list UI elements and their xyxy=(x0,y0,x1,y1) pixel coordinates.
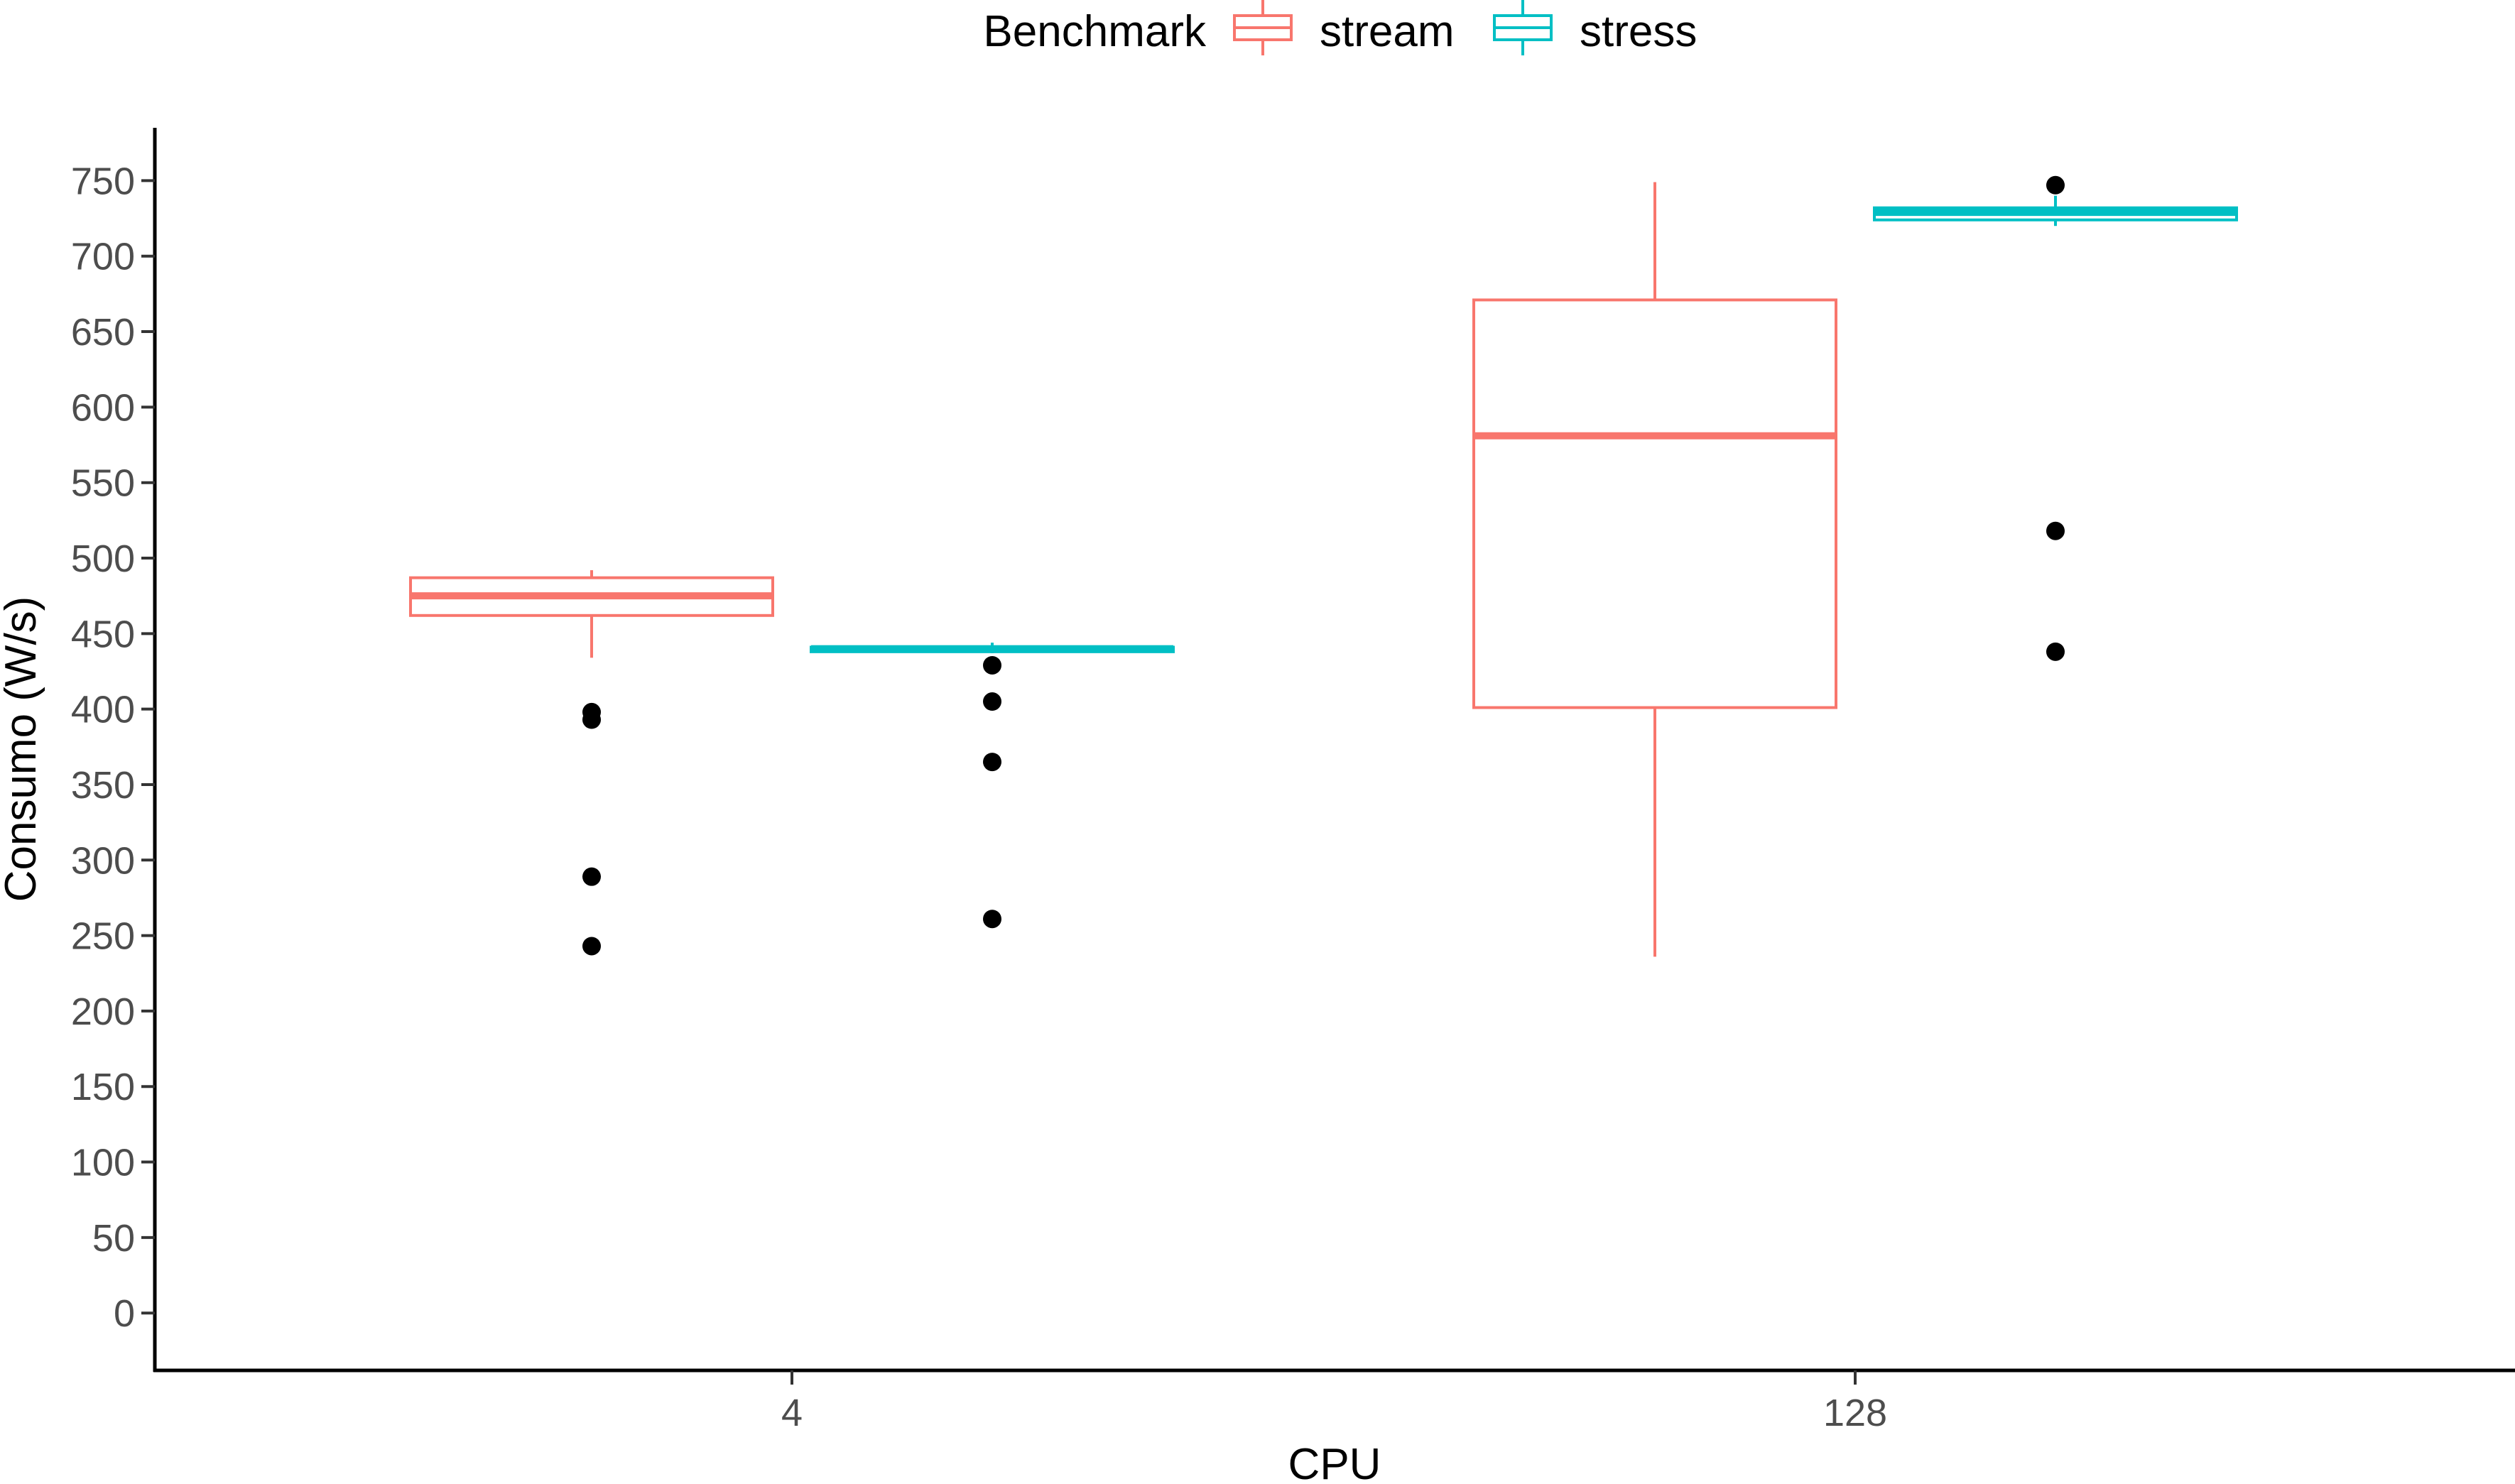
x-axis-ticks: 4 128 xyxy=(781,1370,1887,1434)
legend: Benchmark stream stress xyxy=(983,0,1697,56)
y-axis-ticks: 0 50 100 150 200 250 300 350 400 450 500 550 600 650 7… xyxy=(71,160,155,1335)
outlier-point xyxy=(582,710,601,729)
y-tick-label: 350 xyxy=(71,764,135,807)
y-tick-label: 450 xyxy=(71,613,135,655)
outlier-point xyxy=(983,692,1001,711)
y-tick-label: 300 xyxy=(71,839,135,882)
y-tick-label: 100 xyxy=(71,1142,135,1184)
x-axis-title: CPU xyxy=(1288,1440,1381,1484)
outlier-point xyxy=(582,867,601,886)
y-tick-label: 550 xyxy=(71,462,135,505)
x-tick-label: 128 xyxy=(1823,1392,1887,1434)
outlier-point xyxy=(2046,175,2065,195)
legend-label: stream xyxy=(1320,7,1454,56)
y-tick-label: 650 xyxy=(71,311,135,354)
legend-label: stress xyxy=(1580,7,1697,56)
box-body xyxy=(1472,298,1837,709)
outlier-point xyxy=(983,910,1001,929)
outlier-point xyxy=(2046,521,2065,540)
x-tick-label: 4 xyxy=(781,1392,803,1434)
y-tick-label: 200 xyxy=(71,991,135,1033)
y-tick-label: 50 xyxy=(92,1217,135,1260)
y-axis-title: Consumo (W/s) xyxy=(0,596,45,902)
box-stream-4 xyxy=(409,570,774,956)
outlier-point xyxy=(983,753,1001,772)
legend-title: Benchmark xyxy=(983,7,1207,56)
y-tick-label: 0 xyxy=(114,1292,135,1335)
y-tick-label: 750 xyxy=(71,160,135,202)
plot-area xyxy=(409,175,2238,957)
legend-item-stream: stream xyxy=(1233,0,1454,56)
legend-item-stress: stress xyxy=(1493,0,1697,56)
box-stream-128 xyxy=(1472,182,1837,957)
box-stress-128 xyxy=(1873,175,2238,661)
y-tick-label: 700 xyxy=(71,236,135,278)
outlier-point xyxy=(983,655,1001,675)
outlier-point xyxy=(2046,642,2065,661)
y-tick-label: 250 xyxy=(71,915,135,958)
outlier-point xyxy=(582,937,601,956)
y-tick-label: 150 xyxy=(71,1066,135,1108)
box-stress-4 xyxy=(810,643,1175,929)
y-tick-label: 400 xyxy=(71,689,135,731)
y-tick-label: 500 xyxy=(71,538,135,580)
y-tick-label: 600 xyxy=(71,386,135,429)
